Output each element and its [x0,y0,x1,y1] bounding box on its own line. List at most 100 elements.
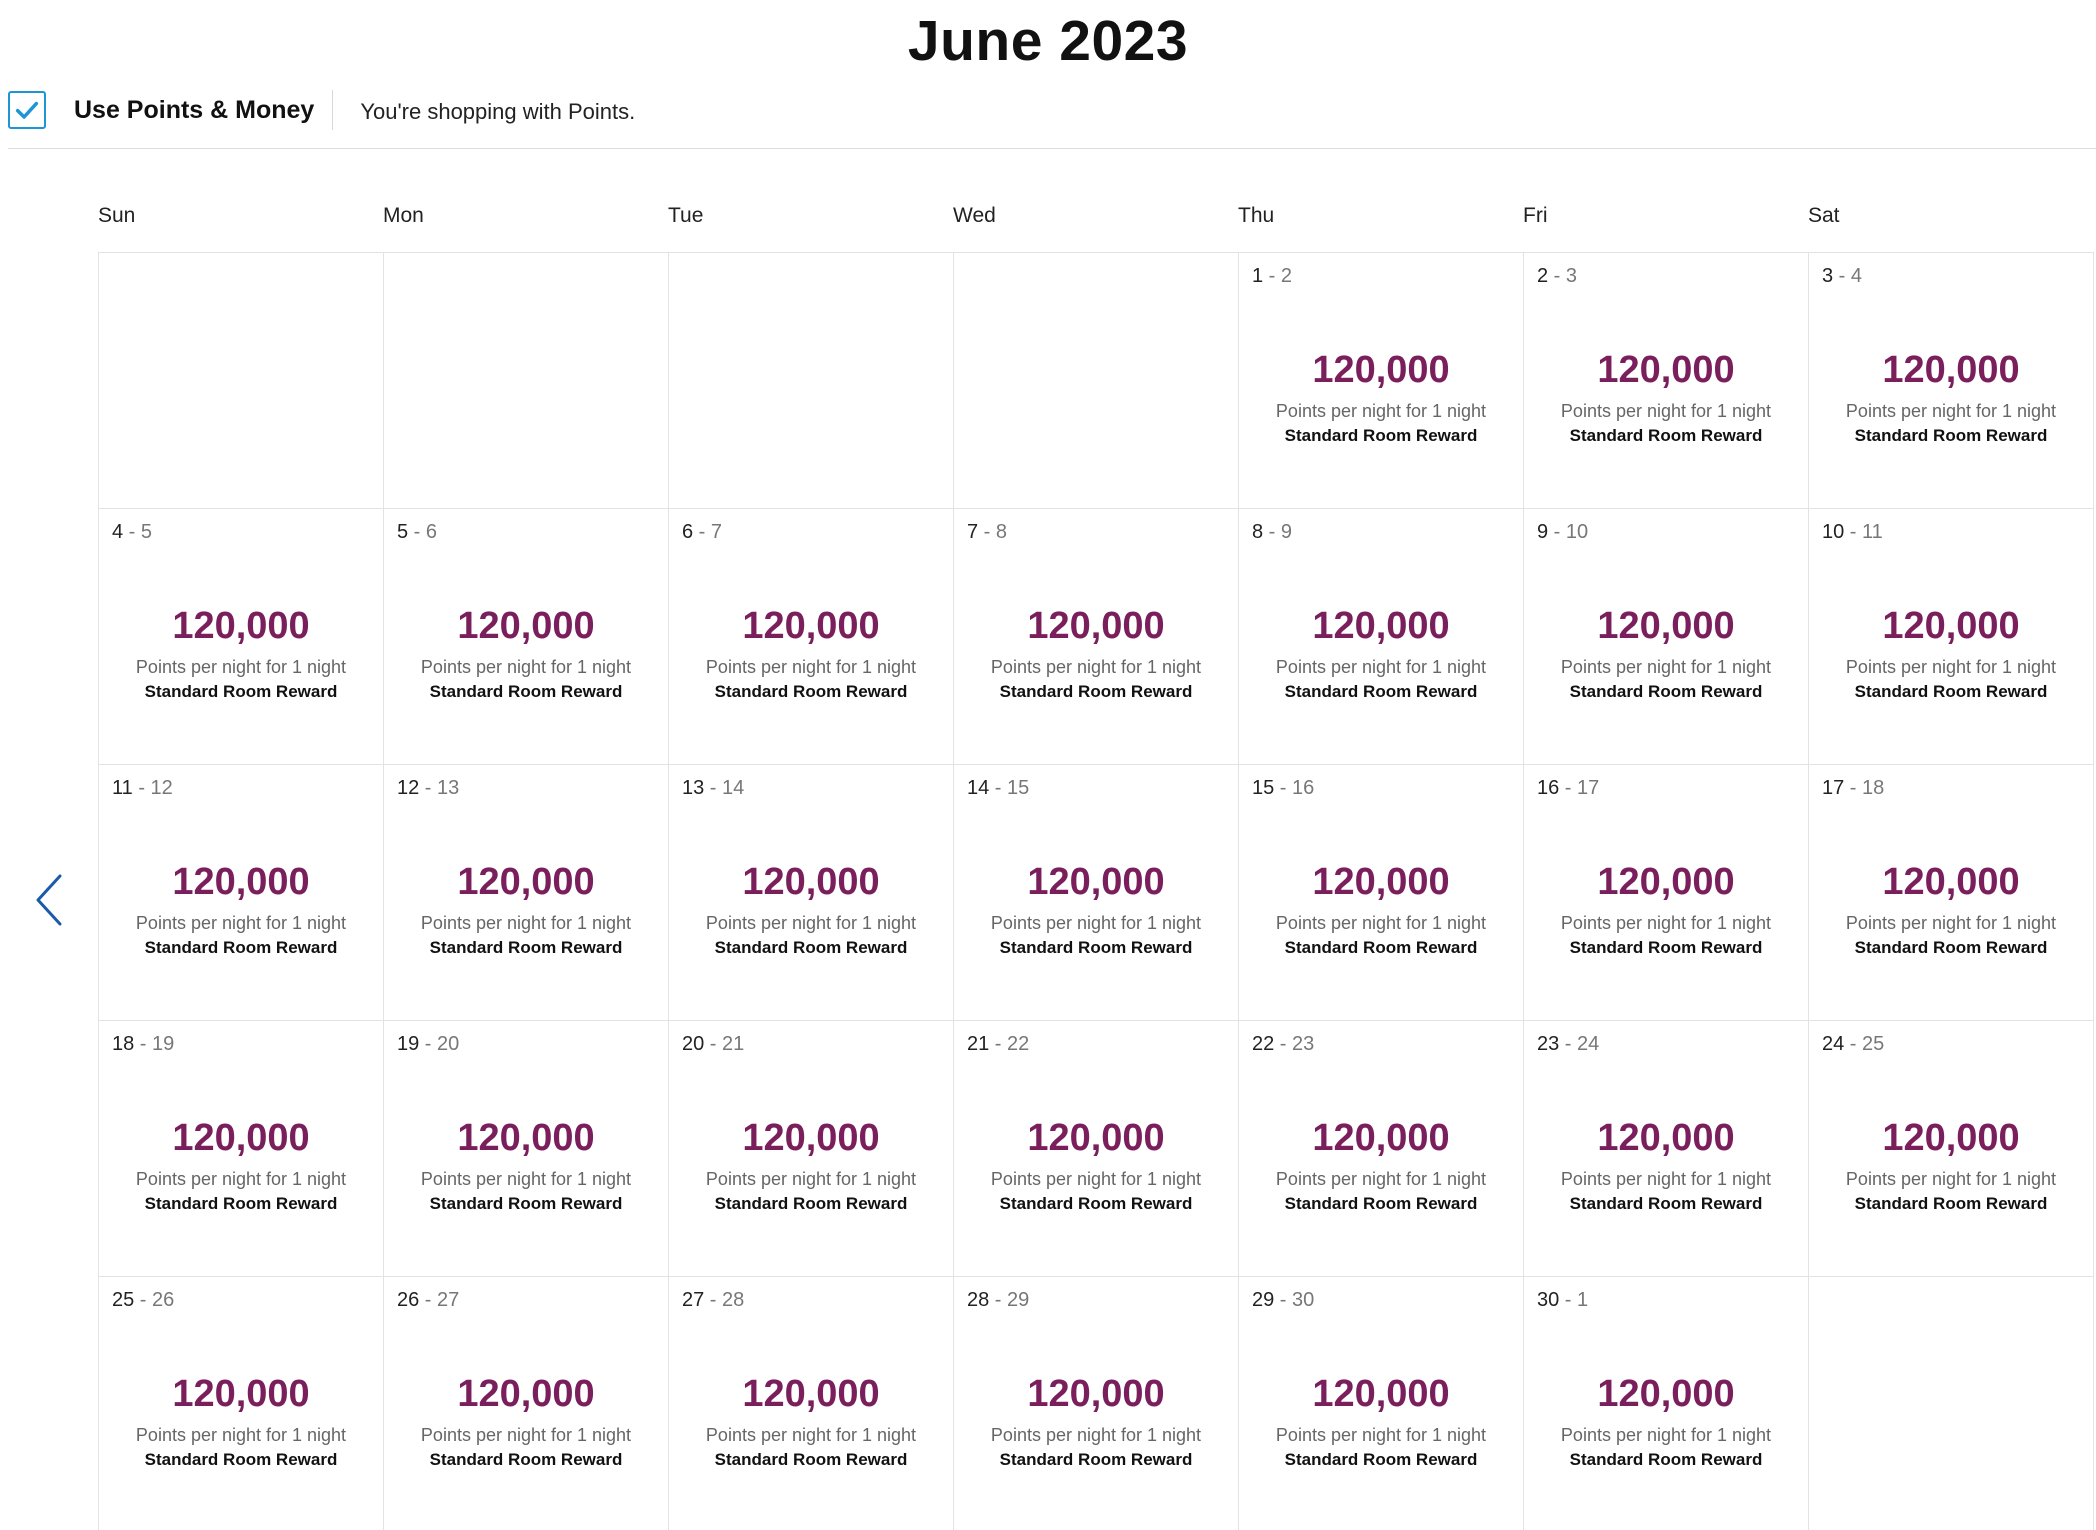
day-cell[interactable]: 17 - 18 120,000 Points per night for 1 nig… [1809,765,2094,1021]
check-out-date: 11 [1862,521,1883,543]
day-cell[interactable]: 27 - 28 120,000 Points per night for 1 nig… [669,1277,954,1530]
day-cell[interactable]: 14 - 15 120,000 Points per night for 1 nig… [954,765,1239,1021]
check-out-date: 9 [1280,521,1293,543]
day-cell[interactable]: 6 - 7 120,000 Points per night for 1 night… [669,509,954,765]
day-cell[interactable]: 15 - 16 120,000 Points per night for 1 nig… [1239,765,1524,1021]
day-cell[interactable]: 18 - 19 120,000 Points per night for 1 nig… [99,1021,384,1277]
check-out-date: 29 [1007,1289,1030,1311]
check-out-date: 22 [1007,1033,1030,1055]
check-out-date: 25 [1862,1033,1885,1055]
points-description: Points per night for 1 night [420,1425,632,1445]
use-points-label[interactable]: Use Points & Money [74,95,315,124]
day-cell[interactable]: 23 - 24 120,000 Points per night for 1 nig… [1524,1021,1809,1277]
points-value: 120,000 [742,1117,880,1159]
date-range: 15 - 16 [1252,777,1314,800]
points-value: 120,000 [1027,1117,1165,1159]
points-value: 120,000 [1312,861,1450,903]
weekday-sun: Sun [98,204,136,227]
check-in-date: 23 [1537,1033,1560,1055]
room-type: Standard Room Reward [714,1450,908,1469]
day-cell[interactable]: 26 - 27 120,000 Points per night for 1 nig… [384,1277,669,1530]
points-value: 120,000 [1882,861,2020,903]
day-cell[interactable]: 12 - 13 120,000 Points per night for 1 nig… [384,765,669,1021]
room-type: Standard Room Reward [1284,938,1478,957]
date-separator: - [1833,265,1851,287]
use-points-toggle: Use Points & Money You're shopping with … [8,90,635,130]
day-cell[interactable]: 22 - 23 120,000 Points per night for 1 nig… [1239,1021,1524,1277]
day-cell[interactable]: 11 - 12 120,000 Points per night for 1 nig… [99,765,384,1021]
day-cell[interactable]: 29 - 30 120,000 Points per night for 1 nig… [1239,1277,1524,1530]
room-type: Standard Room Reward [429,682,623,701]
day-cell[interactable]: 20 - 21 120,000 Points per night for 1 nig… [669,1021,954,1277]
points-description: Points per night for 1 night [1275,1425,1487,1445]
check-out-date: 5 [140,521,153,543]
weekday-tue: Tue [668,204,704,227]
price-block: 120,000 Points per night for 1 night Stand… [384,1375,668,1470]
day-cell[interactable]: 19 - 20 120,000 Points per night for 1 nig… [384,1021,669,1277]
day-cell[interactable]: 7 - 8 120,000 Points per night for 1 night… [954,509,1239,765]
check-in-date: 27 [682,1289,705,1311]
price-block: 120,000 Points per night for 1 night Stand… [669,1375,953,1470]
date-separator: - [1274,1033,1293,1055]
check-out-date: 10 [1565,521,1589,543]
date-range: 24 - 25 [1822,1033,1884,1056]
check-in-date: 29 [1252,1289,1275,1311]
check-in-date: 9 [1537,521,1549,543]
day-cell[interactable]: 24 - 25 120,000 Points per night for 1 nig… [1809,1021,2094,1277]
date-separator: - [989,1033,1008,1055]
weekday-wed: Wed [953,204,996,227]
points-value: 120,000 [172,605,310,647]
check-in-date: 21 [967,1033,990,1055]
day-cell[interactable]: 1 - 2 120,000 Points per night for 1 night… [1239,253,1524,509]
day-cell[interactable]: 5 - 6 120,000 Points per night for 1 night… [384,509,669,765]
day-cell[interactable]: 10 - 11 120,000 Points per night for 1 nig… [1809,509,2094,765]
day-cell[interactable]: 4 - 5 120,000 Points per night for 1 night… [99,509,384,765]
date-range: 27 - 28 [682,1289,744,1312]
day-cell[interactable]: 25 - 26 120,000 Points per night for 1 nig… [99,1277,384,1530]
day-cell[interactable]: 2 - 3 120,000 Points per night for 1 night… [1524,253,1809,509]
room-type: Standard Room Reward [1569,682,1763,701]
weekday-mon: Mon [383,204,424,227]
checkmark-icon [15,101,39,119]
date-separator: - [1844,777,1863,799]
points-description: Points per night for 1 night [1845,657,2057,677]
check-in-date: 19 [397,1033,420,1055]
points-description: Points per night for 1 night [420,913,632,933]
date-range: 25 - 26 [112,1289,174,1312]
date-range: 6 - 7 [682,521,722,544]
price-block: 120,000 Points per night for 1 night Stand… [954,863,1238,958]
points-description: Points per night for 1 night [990,1425,1202,1445]
check-out-date: 30 [1292,1289,1315,1311]
check-out-date: 4 [1850,265,1863,287]
points-value: 120,000 [1027,861,1165,903]
date-separator: - [978,521,996,543]
day-cell[interactable]: 21 - 22 120,000 Points per night for 1 nig… [954,1021,1239,1277]
price-block: 120,000 Points per night for 1 night Stand… [1809,1119,2093,1214]
date-range: 30 - 1 [1537,1289,1588,1312]
points-description: Points per night for 1 night [135,657,347,677]
room-type: Standard Room Reward [714,682,908,701]
price-block: 120,000 Points per night for 1 night Stand… [1524,607,1808,702]
day-cell[interactable]: 16 - 17 120,000 Points per night for 1 nig… [1524,765,1809,1021]
use-points-checkbox[interactable] [8,91,46,129]
day-cell[interactable]: 3 - 4 120,000 Points per night for 1 night… [1809,253,2094,509]
date-separator: - [419,1289,438,1311]
points-value: 120,000 [457,1373,595,1415]
day-cell[interactable]: 13 - 14 120,000 Points per night for 1 nig… [669,765,954,1021]
price-block: 120,000 Points per night for 1 night Stand… [669,607,953,702]
date-separator: - [1263,521,1281,543]
points-description: Points per night for 1 night [705,1425,917,1445]
previous-month-button[interactable] [30,872,70,928]
room-type: Standard Room Reward [144,1450,338,1469]
day-cell[interactable]: 28 - 29 120,000 Points per night for 1 nig… [954,1277,1239,1530]
points-value: 120,000 [1312,1373,1450,1415]
check-in-date: 17 [1822,777,1845,799]
day-cell[interactable]: 8 - 9 120,000 Points per night for 1 night… [1239,509,1524,765]
points-value: 120,000 [1597,349,1735,391]
room-type: Standard Room Reward [429,1194,623,1213]
day-cell[interactable]: 30 - 1 120,000 Points per night for 1 nigh… [1524,1277,1809,1530]
points-value: 120,000 [1882,605,2020,647]
points-value: 120,000 [1312,1117,1450,1159]
empty-day-cell [384,253,669,509]
day-cell[interactable]: 9 - 10 120,000 Points per night for 1 nigh… [1524,509,1809,765]
